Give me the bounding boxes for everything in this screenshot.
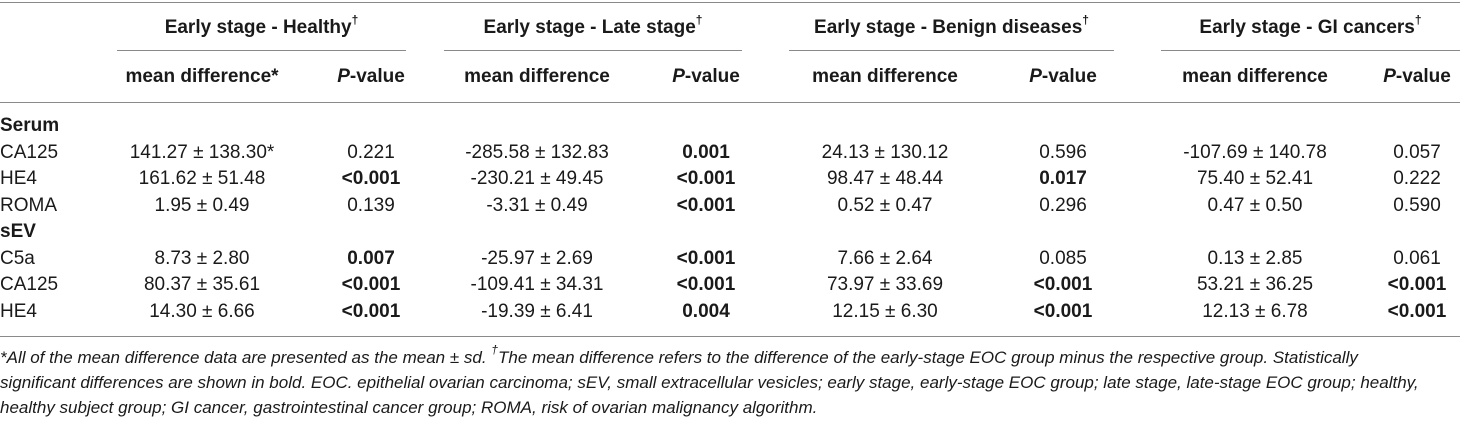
- mean-difference-cell: 1.95 ± 0.49: [154, 194, 250, 216]
- subheader-p-value: P-value: [1383, 66, 1451, 87]
- footnote-line-3: healthy subject group; GI cancer, gastro…: [0, 398, 818, 417]
- mean-difference-cell: -19.39 ± 6.41: [481, 300, 593, 322]
- p-value-cell: 0.061: [1393, 247, 1441, 269]
- p-value-cell: 0.590: [1393, 194, 1441, 216]
- mean-difference-cell: 98.47 ± 48.44: [826, 168, 944, 189]
- p-value-cell: <0.001: [676, 247, 736, 269]
- subheader-p-value: P-value: [1029, 66, 1097, 87]
- p-value-cell: <0.001: [341, 168, 401, 189]
- p-value-cell: <0.001: [341, 300, 401, 322]
- mean-difference-cell: 24.13 ± 130.12: [821, 141, 949, 163]
- footnote-line-2: significant differences are shown in bol…: [0, 373, 1419, 392]
- mean-difference-cell: 141.27 ± 138.30*: [129, 141, 275, 163]
- row-label: C5a: [0, 247, 35, 269]
- p-value-cell: 0.596: [1039, 141, 1087, 163]
- mean-difference-cell: 7.66 ± 2.64: [837, 247, 933, 269]
- mean-difference-cell: 8.73 ± 2.80: [154, 247, 250, 269]
- mean-difference-cell: -109.41 ± 34.31: [470, 274, 604, 295]
- mean-difference-cell: -3.31 ± 0.49: [486, 194, 588, 216]
- subheader-mean-difference: mean difference: [1182, 66, 1328, 87]
- p-value-cell: <0.001: [676, 168, 736, 189]
- header-rule: [0, 102, 1460, 103]
- subheader-p-value: P-value: [337, 66, 405, 87]
- mean-difference-cell: -25.97 ± 2.69: [481, 247, 593, 269]
- p-value-cell: 0.296: [1039, 194, 1087, 216]
- group-underline-2: [444, 50, 742, 51]
- p-value-cell: <0.001: [676, 274, 736, 295]
- group-underline-4: [1161, 50, 1460, 51]
- mean-difference-cell: 14.30 ± 6.66: [149, 300, 255, 322]
- mean-difference-cell: 0.47 ± 0.50: [1207, 194, 1303, 216]
- mean-difference-cell: 0.52 ± 0.47: [837, 194, 933, 216]
- p-value-cell: 0.221: [347, 141, 395, 163]
- mean-difference-cell: 161.62 ± 51.48: [138, 168, 266, 189]
- mean-difference-cell: -285.58 ± 132.83: [465, 141, 609, 163]
- p-value-cell: 0.007: [347, 247, 395, 269]
- mean-difference-cell: 12.13 ± 6.78: [1202, 300, 1308, 322]
- p-value-cell: 0.001: [682, 141, 730, 163]
- p-value-cell: <0.001: [1033, 274, 1093, 295]
- group-underline-1: [117, 50, 406, 51]
- mean-difference-cell: 75.40 ± 52.41: [1196, 168, 1314, 189]
- p-value-cell: <0.001: [1387, 274, 1447, 295]
- row-label: HE4: [0, 168, 37, 189]
- row-label: CA125: [0, 274, 59, 295]
- group-header-healthy: Early stage - Healthy†: [164, 12, 359, 38]
- group-underline-3: [789, 50, 1114, 51]
- p-value-cell: <0.001: [1387, 300, 1447, 322]
- bottom-rule: [0, 336, 1460, 337]
- group-header-gi-cancers: Early stage - GI cancers†: [1199, 12, 1422, 38]
- subheader-mean-difference: mean difference*: [125, 66, 279, 87]
- group-header-benign: Early stage - Benign diseases†: [814, 12, 1089, 38]
- p-value-cell: 0.139: [347, 194, 395, 216]
- row-label: HE4: [0, 300, 37, 322]
- mean-difference-cell: 53.21 ± 36.25: [1196, 274, 1314, 295]
- p-value-cell: <0.001: [341, 274, 401, 295]
- row-label: CA125: [0, 141, 59, 163]
- p-value-cell: 0.057: [1393, 141, 1441, 163]
- section-title: sEV: [0, 221, 36, 242]
- p-value-cell: <0.001: [1033, 300, 1093, 322]
- top-rule: [0, 2, 1460, 3]
- p-value-cell: 0.222: [1393, 168, 1441, 189]
- p-value-cell: 0.085: [1039, 247, 1087, 269]
- mean-difference-cell: 80.37 ± 35.61: [143, 274, 261, 295]
- p-value-cell: 0.004: [682, 300, 730, 322]
- mean-difference-cell: 0.13 ± 2.85: [1207, 247, 1303, 269]
- mean-difference-cell: -107.69 ± 140.78: [1183, 141, 1327, 163]
- mean-difference-cell: -230.21 ± 49.45: [470, 168, 604, 189]
- subheader-mean-difference: mean difference: [464, 66, 610, 87]
- p-value-cell: <0.001: [676, 194, 736, 216]
- p-value-cell: 0.017: [1039, 168, 1087, 189]
- subheader-p-value: P-value: [672, 66, 740, 87]
- section-title: Serum: [0, 115, 60, 136]
- subheader-mean-difference: mean difference: [812, 66, 958, 87]
- table-footnote: *All of the mean difference data are pre…: [0, 343, 1460, 420]
- group-header-late-stage: Early stage - Late stage†: [483, 12, 703, 38]
- row-label: ROMA: [0, 194, 57, 216]
- mean-difference-cell: 73.97 ± 33.69: [826, 274, 944, 295]
- mean-difference-cell: 12.15 ± 6.30: [832, 300, 938, 322]
- footnote-line-1: *All of the mean difference data are pre…: [0, 343, 1358, 367]
